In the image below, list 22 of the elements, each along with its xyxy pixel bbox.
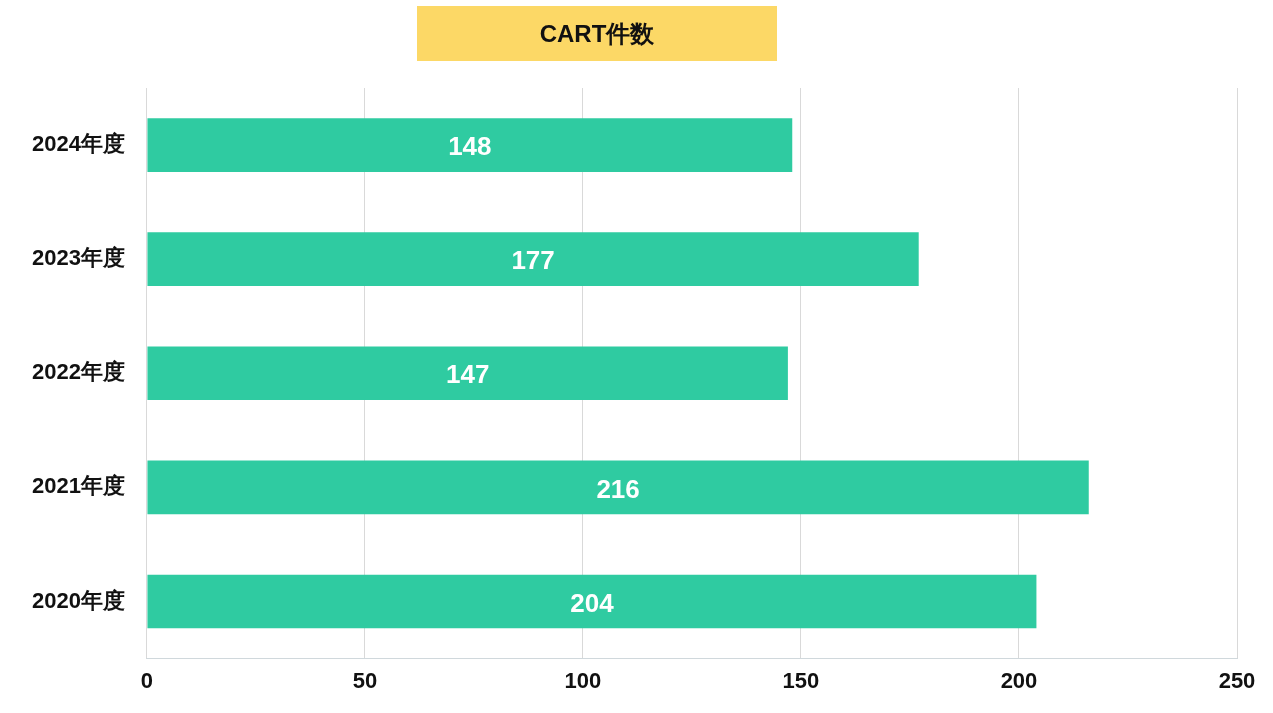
data-label: 216 [596,473,640,504]
chart-title: CART件数 [417,6,777,61]
x-tick-label: 100 [564,667,602,693]
data-label: 204 [570,587,615,618]
data-label: 148 [448,131,492,162]
y-tick-label: 2020年度 [31,587,125,613]
y-tick-label: 2024年度 [31,131,125,157]
bar [147,232,919,286]
y-tick-label: 2023年度 [31,245,125,271]
y-tick-label: 2021年度 [31,473,125,499]
bar [147,346,788,401]
bar [147,574,1037,629]
x-tick-label: 0 [140,667,154,693]
bar [147,460,1089,515]
x-tick-label: 250 [1218,667,1256,693]
x-tick-label: 150 [782,667,820,693]
y-tick-label: 2022年度 [31,359,125,385]
x-tick-label: 50 [352,667,378,693]
data-label: 147 [445,359,490,390]
x-tick-label: 200 [1000,667,1038,693]
bar [147,118,793,172]
data-label: 177 [511,245,555,276]
